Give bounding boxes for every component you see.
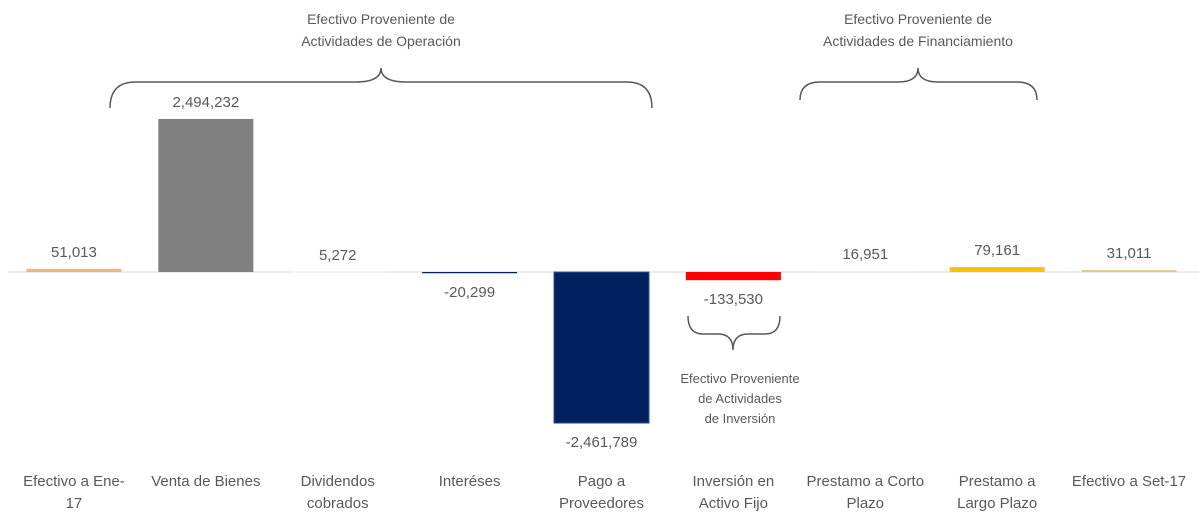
brace (109, 67, 653, 109)
annotation: Efectivo Proveniente de Actividades de Inv… (660, 369, 820, 429)
value-label: 5,272 (318, 246, 357, 264)
annotation-line: Efectivo Proveniente de (307, 11, 455, 27)
x-tick-label: Pago a Proveedores (558, 473, 645, 512)
x-tick-label: Prestamo a Largo Plazo (957, 473, 1038, 512)
bar (1081, 270, 1177, 272)
bar (949, 267, 1045, 272)
bar (685, 272, 781, 281)
value-label: -20,299 (444, 284, 496, 302)
value-label: -2,461,789 (565, 434, 638, 452)
annotation-line: de Inversión (704, 411, 776, 426)
bar (158, 118, 254, 273)
value-label: -133,530 (703, 291, 763, 309)
x-tick-label: Efectivo a Ene-17 (23, 473, 125, 512)
value-label: 2,494,232 (172, 93, 240, 111)
x-tick-label: Venta de Bienes (151, 473, 261, 490)
annotation: Efectivo Proveniente de Actividades de Op… (251, 8, 511, 52)
annotation: Efectivo Proveniente de Actividades de Fi… (778, 8, 1058, 52)
brace (687, 315, 781, 351)
bar (422, 272, 518, 274)
annotation-line: Efectivo Proveniente de (844, 11, 992, 27)
bar (817, 270, 913, 272)
value-label: 51,013 (50, 243, 97, 261)
annotation-line: Actividades de Financiamiento (823, 33, 1013, 49)
annotation-line: de Actividades (698, 391, 782, 406)
bar (290, 271, 386, 273)
x-tick-label: Efectivo a Set-17 (1071, 473, 1187, 490)
value-label: 16,951 (842, 245, 889, 263)
bar (26, 268, 122, 272)
x-tick-label: Dividendos cobrados (300, 473, 375, 512)
value-label: 79,161 (974, 242, 1021, 260)
x-tick-label: Inversión en Activo Fijo (692, 473, 775, 512)
annotation-line: Actividades de Operación (301, 33, 461, 49)
bar (553, 271, 650, 424)
brace (799, 67, 1038, 101)
value-label: 31,011 (1106, 245, 1152, 263)
x-tick-label: Interéses (438, 473, 501, 490)
annotation-line: Efectivo Proveniente (680, 371, 800, 386)
x-tick-label: Prestamo a Corto Plazo (806, 473, 925, 512)
